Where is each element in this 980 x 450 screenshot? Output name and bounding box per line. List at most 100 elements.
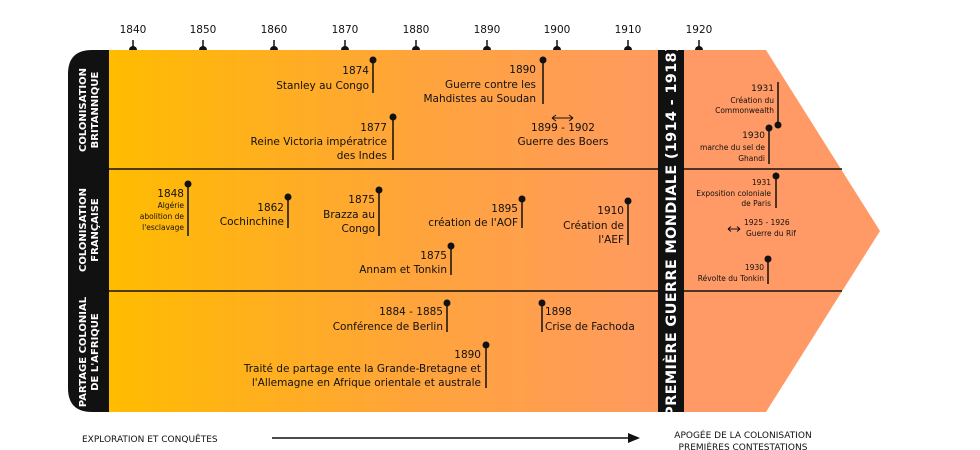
svg-text:marche du sel de: marche du sel de [700,143,765,152]
svg-text:FRANÇAISE: FRANÇAISE [90,198,101,262]
svg-text:Guerre contre les: Guerre contre les [445,79,536,91]
year-label-1860: 1860 [261,24,288,36]
svg-text:1930: 1930 [742,131,765,141]
event-algerie: 1848 Algérie abolition de l'esclavage [140,180,192,236]
svg-text:des Indes: des Indes [337,150,387,162]
svg-text:Mahdistes au Soudan: Mahdistes au Soudan [423,93,536,105]
svg-text:Création du: Création du [730,96,774,105]
event-brazza: 1875 Brazza au Congo [323,186,383,236]
svg-text:COLONISATION: COLONISATION [78,188,89,272]
event-cochinchine: 1862 Cochinchine [220,193,292,228]
event-commonwealth: 1931 Création du Commonwealth [715,82,782,129]
year-label-1910: 1910 [615,24,642,36]
event-ghandi: 1930 marche du sel de Ghandi [700,124,773,164]
year-1890: 1890 [474,24,501,54]
svg-text:Cochinchine: Cochinchine [220,216,284,228]
year-1880: 1880 [403,24,430,54]
post-war-arrow-panel [684,50,880,412]
event-aof: 1895 création de l'AOF [428,195,526,229]
svg-text:1899 - 1902: 1899 - 1902 [531,122,595,134]
year-1910: 1910 [615,24,642,54]
svg-text:1890: 1890 [509,64,536,76]
phase-right-label-1: APOGÉE DE LA COLONISATION [674,429,811,441]
svg-text:1910: 1910 [597,205,624,217]
svg-text:Conférence de Berlin: Conférence de Berlin [333,321,443,333]
event-mahdistes: 1890 Guerre contre les Mahdistes au Soud… [423,56,547,105]
event-boers: 1899 - 1902 Guerre des Boers [517,114,609,148]
svg-text:Création de: Création de [563,220,624,232]
svg-text:l'esclavage: l'esclavage [142,223,184,232]
svg-text:de Paris: de Paris [741,199,771,208]
svg-text:Révolte du Tonkin: Révolte du Tonkin [698,274,765,283]
svg-text:1884 - 1885: 1884 - 1885 [379,306,443,318]
svg-text:1931: 1931 [752,178,771,187]
svg-text:Exposition coloniale: Exposition coloniale [696,189,771,198]
event-expo: 1931 Exposition coloniale de Paris [696,172,780,208]
svg-text:1877: 1877 [360,122,387,134]
year-label-1900: 1900 [544,24,571,36]
row-header-column [68,50,109,412]
svg-text:1931: 1931 [751,84,774,94]
phase-left-label: EXPLORATION ET CONQUÊTES [82,433,218,445]
svg-text:1862: 1862 [257,202,284,214]
svg-text:Traité de partage ente la Gran: Traité de partage ente la Grande-Bretagn… [243,363,481,375]
svg-text:DE L'AFRIQUE: DE L'AFRIQUE [90,313,101,391]
event-berlin: 1884 - 1885 Conférence de Berlin [333,299,451,333]
year-1860: 1860 [261,24,288,54]
svg-text:Annam et Tonkin: Annam et Tonkin [359,264,447,276]
pre-war-panel [108,50,658,412]
year-label-1850: 1850 [190,24,217,36]
phase-right-label-2: PREMIÈRES CONTESTATIONS [679,441,808,450]
year-1920: 1920 [686,24,713,54]
svg-text:Algérie: Algérie [158,201,185,210]
war-label: PREMIÈRE GUERRE MONDIALE (1914 - 1918) [663,45,680,417]
year-label-1870: 1870 [332,24,359,36]
svg-text:Congo: Congo [342,223,376,235]
event-victoria: 1877 Reine Victoria impératrice des Inde… [251,113,397,162]
year-label-1890: 1890 [474,24,501,36]
svg-text:l'AEF: l'AEF [598,234,624,246]
svg-text:1898: 1898 [545,306,572,318]
phase-arrow [272,433,640,443]
event-fachoda: 1898 Crise de Fachoda [538,299,635,333]
event-tonkin: 1930 Révolte du Tonkin [698,255,772,284]
svg-text:PARTAGE COLONIAL: PARTAGE COLONIAL [78,296,89,407]
year-1900: 1900 [544,24,571,54]
svg-text:1874: 1874 [342,65,369,77]
svg-text:Reine Victoria impératrice: Reine Victoria impératrice [251,136,387,148]
svg-text:1930: 1930 [745,263,764,272]
svg-text:Guerre des Boers: Guerre des Boers [517,136,608,148]
svg-text:création de l'AOF: création de l'AOF [428,217,518,229]
svg-text:1890: 1890 [454,349,481,361]
year-label-1840: 1840 [120,24,147,36]
svg-text:Guerre du Rif: Guerre du Rif [746,229,796,238]
year-label-1920: 1920 [686,24,713,36]
svg-text:Stanley au Congo: Stanley au Congo [276,80,369,92]
svg-text:COLONISATION: COLONISATION [78,68,89,152]
svg-text:1875: 1875 [348,194,375,206]
svg-text:1848: 1848 [157,188,184,200]
svg-text:Ghandi: Ghandi [738,154,765,163]
row-header-france: COLONISATION FRANÇAISE [78,188,101,272]
svg-text:Brazza au: Brazza au [323,209,375,221]
row-header-britain: COLONISATION BRITANNIQUE [78,68,101,152]
event-traite: 1890 Traité de partage ente la Grande-Br… [243,341,490,389]
year-label-1880: 1880 [403,24,430,36]
event-rif: 1925 - 1926 Guerre du Rif [727,218,796,238]
year-1840: 1840 [120,24,147,54]
svg-text:1925 - 1926: 1925 - 1926 [744,218,790,227]
event-stanley: 1874 Stanley au Congo [276,56,377,93]
svg-text:Commonwealth: Commonwealth [715,106,774,115]
event-aef: 1910 Création de l'AEF [563,197,632,246]
svg-text:abolition de: abolition de [140,212,185,221]
event-annam: 1875 Annam et Tonkin [359,242,455,276]
timeline-axis: 1840 1850 1860 1870 1880 1890 1900 1910 [120,24,713,54]
svg-text:Crise de Fachoda: Crise de Fachoda [545,321,635,333]
year-1850: 1850 [190,24,217,54]
war-band [658,50,684,412]
year-1870: 1870 [332,24,359,54]
svg-text:l'Allemagne en Afrique orienta: l'Allemagne en Afrique orientale et aust… [252,377,481,389]
svg-text:1875: 1875 [420,250,447,262]
svg-text:BRITANNIQUE: BRITANNIQUE [90,71,101,148]
